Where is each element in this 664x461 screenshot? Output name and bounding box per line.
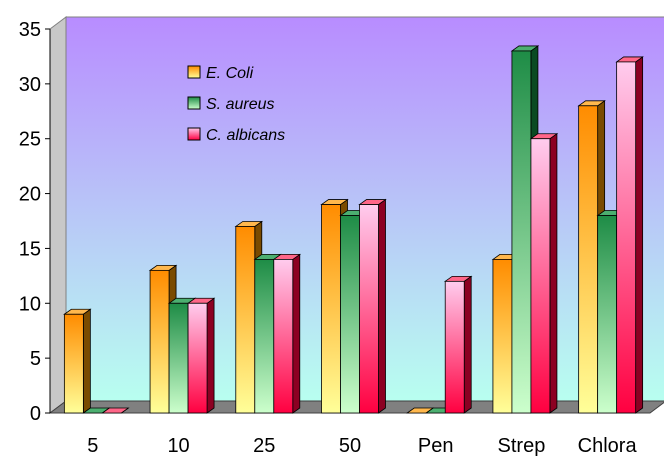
x-tick-label: 5 <box>87 435 98 457</box>
legend-label-e-coli: E. Coli <box>206 65 254 82</box>
bar-top <box>101 407 130 414</box>
y-tick-label: 0 <box>30 403 41 425</box>
bar-front <box>63 313 84 414</box>
bar <box>443 275 473 414</box>
x-tick-label: 10 <box>167 435 189 457</box>
y-tick-label: 35 <box>19 19 41 41</box>
bar-side <box>82 308 91 414</box>
x-axis-labels: 5 10 25 50 Pen Strep Chlora <box>87 435 637 457</box>
bar-front <box>616 61 637 414</box>
bar <box>358 198 387 414</box>
legend-swatch-c-albicans <box>187 127 201 141</box>
bar-front <box>359 204 379 414</box>
bar <box>186 297 216 414</box>
bar-side <box>463 275 472 414</box>
bar-front <box>235 226 256 414</box>
bar <box>272 253 302 414</box>
bar-front <box>254 258 275 414</box>
bar <box>101 407 130 414</box>
bar-front <box>578 105 599 414</box>
bar <box>63 308 92 414</box>
bar-front <box>321 204 341 414</box>
bar-side <box>206 297 215 414</box>
bar-side <box>292 253 301 414</box>
legend: E. Coli S. aureus C. albicans <box>187 65 285 144</box>
legend-label-s-aureus: S. aureus <box>206 96 274 113</box>
bar <box>529 132 559 414</box>
y-tick-label: 15 <box>19 238 41 260</box>
bar-front <box>340 215 360 414</box>
bars <box>63 45 644 414</box>
bar-side <box>635 56 644 414</box>
bar-front <box>149 269 170 414</box>
bar-side <box>378 198 386 414</box>
legend-swatch-e-coli <box>187 65 201 79</box>
bar-front <box>492 258 513 414</box>
side-wall <box>49 16 67 414</box>
bar-front <box>187 302 208 414</box>
bar-front <box>273 258 294 414</box>
x-tick-label: 25 <box>253 435 275 457</box>
bar-front <box>530 138 551 414</box>
y-tick-label: 30 <box>19 74 41 96</box>
legend-label-c-albicans: C. albicans <box>206 127 285 144</box>
bar-front <box>444 280 465 414</box>
x-tick-label: Strep <box>498 435 546 457</box>
y-axis: 0 5 10 15 20 25 30 35 <box>19 19 51 425</box>
x-tick-label: Pen <box>418 435 454 457</box>
x-tick-label: 50 <box>339 435 361 457</box>
bar-front <box>511 50 532 414</box>
y-tick-label: 10 <box>19 293 41 315</box>
bar-front <box>168 302 189 414</box>
y-tick-label: 5 <box>30 348 41 370</box>
y-tick-label: 20 <box>19 184 41 206</box>
bar <box>615 56 644 414</box>
y-tick-label: 25 <box>19 129 41 151</box>
bar-side <box>549 132 558 414</box>
legend-swatch-s-aureus <box>187 96 201 110</box>
x-tick-label: Chlora <box>578 435 638 457</box>
bar-front <box>597 215 618 414</box>
